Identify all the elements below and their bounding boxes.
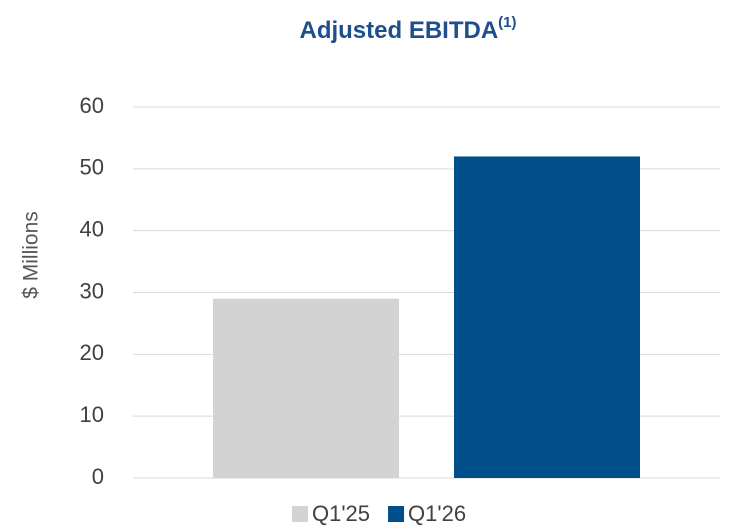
- y-tick-label: 50: [80, 155, 104, 180]
- y-tick-label: 40: [80, 216, 104, 241]
- chart-title: Adjusted EBITDA(1): [299, 14, 516, 44]
- bar: [454, 156, 640, 478]
- y-tick-label: 30: [80, 278, 104, 303]
- legend-label: Q1'26: [408, 501, 466, 526]
- y-tick-label: 0: [92, 464, 104, 489]
- legend-swatch: [388, 506, 405, 522]
- y-axis-label: $ Millions: [20, 211, 43, 299]
- title-superscript: (1): [498, 14, 516, 31]
- y-tick-label: 20: [80, 340, 104, 365]
- legend-swatch: [292, 506, 308, 522]
- title-text: Adjusted EBITDA: [299, 17, 498, 44]
- legend-label: Q1'25: [312, 501, 370, 526]
- y-tick-label: 10: [80, 402, 104, 427]
- bar: [213, 298, 399, 478]
- y-tick-label: 60: [80, 93, 104, 118]
